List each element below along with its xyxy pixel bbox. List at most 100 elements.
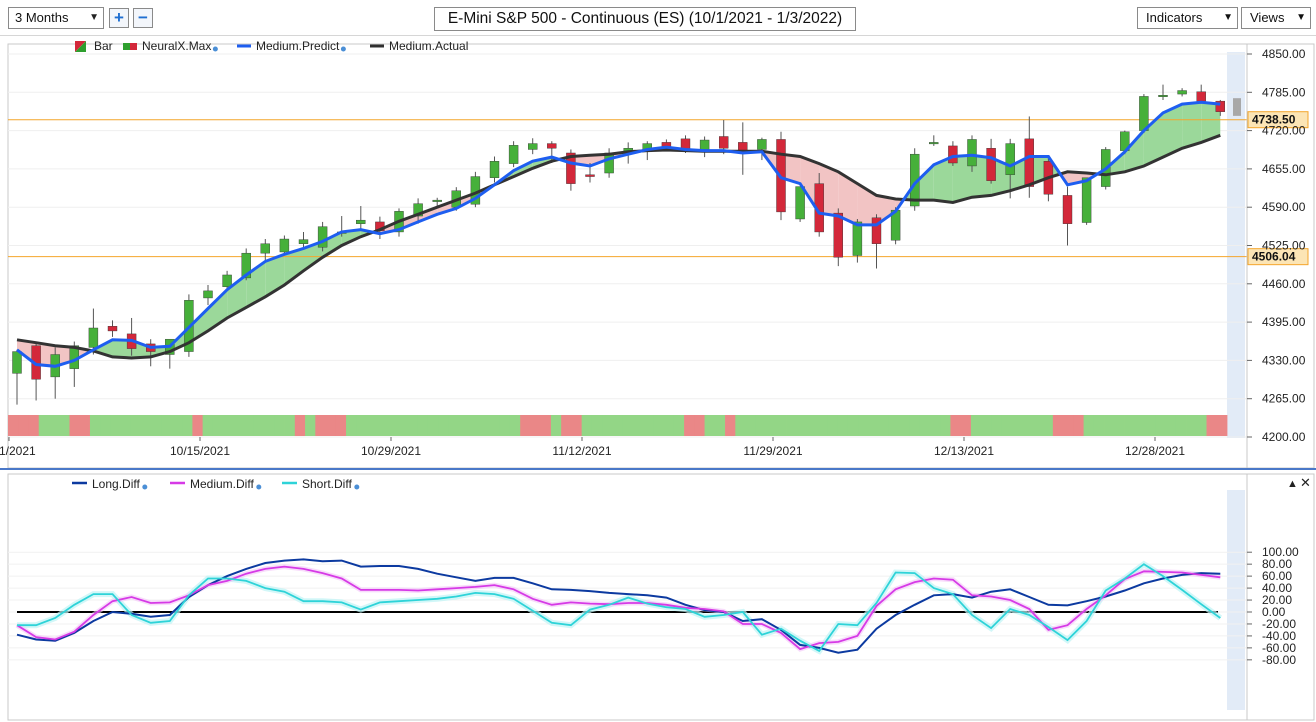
signal-band-green [223, 415, 234, 436]
signal-band-green [581, 415, 593, 436]
signal-band-green [807, 415, 818, 436]
signal-band-green [1145, 415, 1156, 436]
signal-band-green [212, 415, 224, 436]
signal-band-green [120, 415, 132, 436]
signal-band-red [1063, 415, 1074, 436]
signal-band-green [632, 415, 644, 436]
views-dropdown[interactable]: Views ▼ [1241, 7, 1311, 29]
signal-band-green [479, 415, 490, 436]
zoom-in-button[interactable]: + [109, 8, 129, 28]
up-candle [260, 243, 270, 254]
fill-segment [93, 339, 113, 357]
signal-band-green [48, 415, 60, 436]
up-candle [298, 239, 309, 244]
y-tick-label: -80.00 [1262, 653, 1296, 667]
fill-segment [284, 248, 304, 285]
signal-band-green [755, 415, 767, 436]
indicators-label: Indicators [1146, 10, 1203, 25]
legend-label: Medium.Actual [389, 39, 468, 53]
up-candle [604, 152, 614, 174]
pane-divider[interactable] [0, 468, 1316, 474]
signal-band-red [1073, 415, 1084, 436]
x-axis: 10/1/2021 10/15/2021 10/29/2021 11/12/2021 1… [0, 437, 1185, 458]
signal-band-green [899, 415, 910, 436]
down-candle [871, 217, 882, 244]
signal-band-green [704, 415, 716, 436]
signal-band-green [663, 415, 675, 436]
indicators-dropdown[interactable]: Indicators ▼ [1137, 7, 1238, 29]
up-candle [795, 186, 805, 220]
up-candle [967, 139, 977, 167]
signal-band-green [940, 415, 951, 436]
down-candle [1196, 91, 1206, 102]
down-candle [986, 148, 996, 181]
signal-band-red [18, 415, 29, 436]
signal-band-green [499, 415, 511, 436]
y-tick-label: 4850.00 [1262, 47, 1306, 61]
signal-band-green [1001, 415, 1013, 436]
y-tick-label: 4655.00 [1262, 162, 1306, 176]
signal-band-green [919, 415, 931, 436]
down-candle [107, 326, 118, 332]
y-tick-label: 4460.00 [1262, 277, 1306, 291]
up-candle [279, 238, 290, 253]
down-candle [1215, 100, 1226, 112]
down-candle [948, 145, 958, 164]
period-select[interactable]: 3 Months ▼ [8, 7, 104, 29]
fill-segment [914, 164, 934, 201]
fill-segment [399, 214, 419, 230]
up-candle [432, 199, 442, 202]
signal-band-red [950, 415, 962, 436]
up-candle [413, 203, 423, 217]
up-candle [489, 161, 500, 178]
signal-band-green [991, 415, 1003, 436]
fill-segment [991, 157, 1011, 196]
y-tick-label: 100.00 [1262, 545, 1299, 559]
toolbar: 3 Months ▼ + − E-Mini S&P 500 - Continuo… [0, 0, 1316, 36]
signal-band-green [837, 415, 849, 436]
legend-label: NeuralX.Max [142, 39, 211, 53]
x-tick-label: 11/12/2021 [552, 444, 611, 458]
signal-band-green [929, 415, 941, 436]
fill-segment [437, 200, 457, 215]
legend-label: Medium.Diff [190, 477, 254, 491]
upper-pane [7, 43, 1315, 469]
y-tick-label: 4525.00 [1262, 239, 1306, 253]
signal-band-green [141, 415, 152, 436]
fill-segment [265, 254, 285, 297]
signal-band-green [1175, 415, 1187, 436]
up-candle [12, 351, 22, 374]
close-icon[interactable]: ✕ [1300, 475, 1311, 490]
signal-band-green [253, 415, 265, 436]
signal-band-red [694, 415, 705, 436]
upper-gridlines [8, 53, 1247, 438]
legend-label: Short.Diff [302, 477, 352, 491]
signal-band-green [786, 415, 798, 436]
signal-band-green [868, 415, 880, 436]
period-value: 3 Months [15, 10, 69, 25]
up-candle [757, 139, 767, 150]
up-candle [241, 252, 251, 279]
zoom-out-button[interactable]: − [133, 8, 153, 28]
y-tick-label: 4395.00 [1262, 315, 1306, 329]
price-tag [1247, 111, 1309, 129]
lower-y-axis: -80.00-60.00-40.00-20.000.0020.0040.0060… [1246, 474, 1299, 720]
down-candle [1062, 195, 1073, 224]
y-tick-label: 4330.00 [1262, 353, 1306, 367]
signal-band-green [1165, 415, 1177, 436]
collapse-icon[interactable]: ▲ [1287, 478, 1298, 490]
signal-band-green [489, 415, 501, 436]
signal-band-green [817, 415, 828, 436]
signal-band-green [745, 415, 757, 436]
info-dot-icon [354, 484, 360, 490]
signal-band-green [130, 415, 142, 436]
signal-band-green [346, 415, 357, 436]
signal-band-green [305, 415, 316, 436]
signal-band-green [182, 415, 193, 436]
signal-band-red [335, 415, 347, 436]
signal-band-green [458, 415, 470, 436]
info-dot-icon [256, 484, 262, 490]
signal-band-green [643, 415, 654, 436]
signal-band-green [653, 415, 664, 436]
average-lines [16, 100, 1221, 368]
